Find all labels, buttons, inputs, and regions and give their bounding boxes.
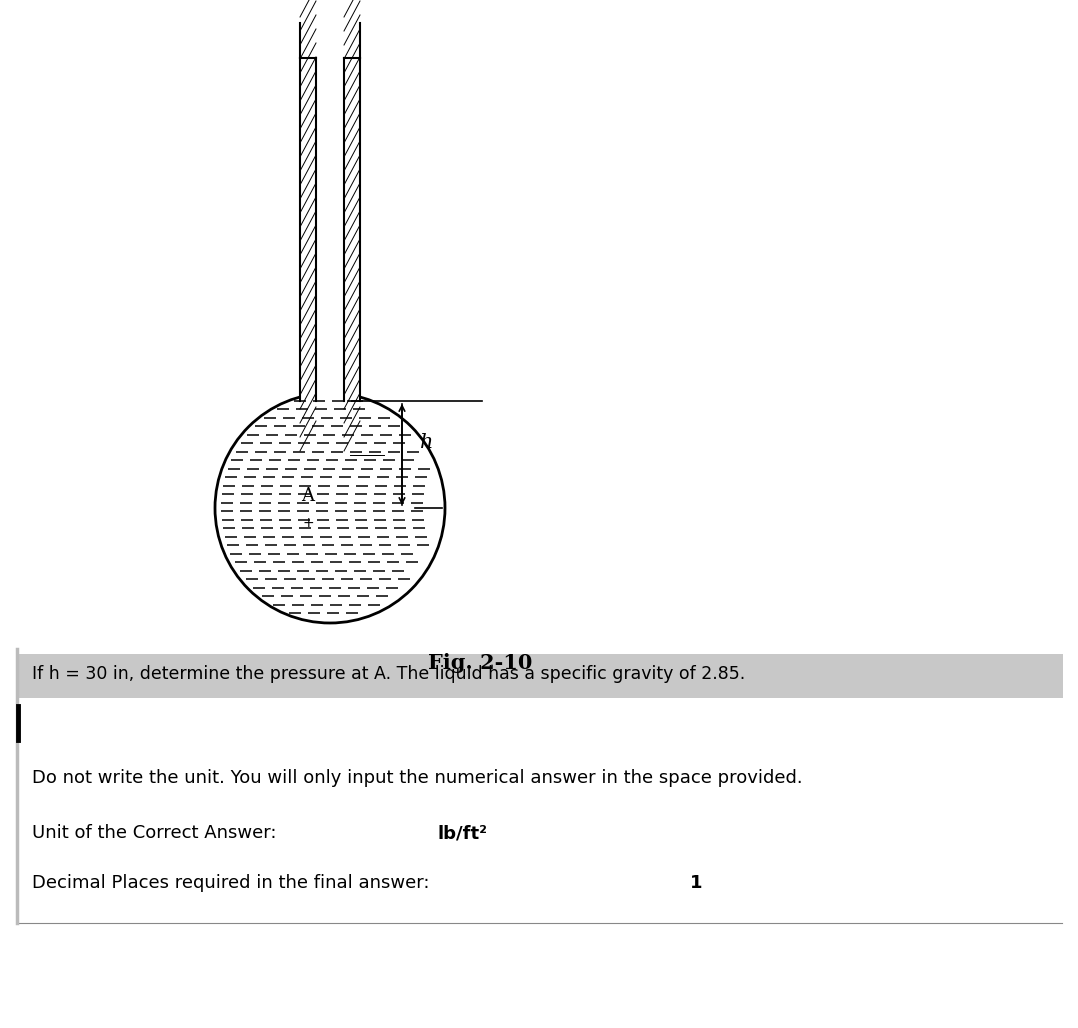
Text: Do not write the unit. You will only input the numerical answer in the space pro: Do not write the unit. You will only inp… [32,769,803,787]
Text: 1: 1 [690,874,703,892]
Bar [18,654,1063,698]
Text: Fig. 2-10: Fig. 2-10 [428,653,533,673]
Bar [316,58,344,401]
Text: If h = 30 in, determine the pressure at A. The liquid has a specific gravity of : If h = 30 in, determine the pressure at … [32,665,745,683]
Text: Decimal Places required in the final answer:: Decimal Places required in the final ans… [32,874,436,892]
Text: h: h [420,433,433,452]
Text: +: + [302,516,314,530]
Circle shape [215,393,445,623]
Bar [300,58,316,401]
Text: A: A [302,487,315,505]
Text: Unit of the Correct Answer:: Unit of the Correct Answer: [32,824,282,842]
Bar [344,58,360,401]
Text: lb/ft²: lb/ft² [437,824,487,842]
